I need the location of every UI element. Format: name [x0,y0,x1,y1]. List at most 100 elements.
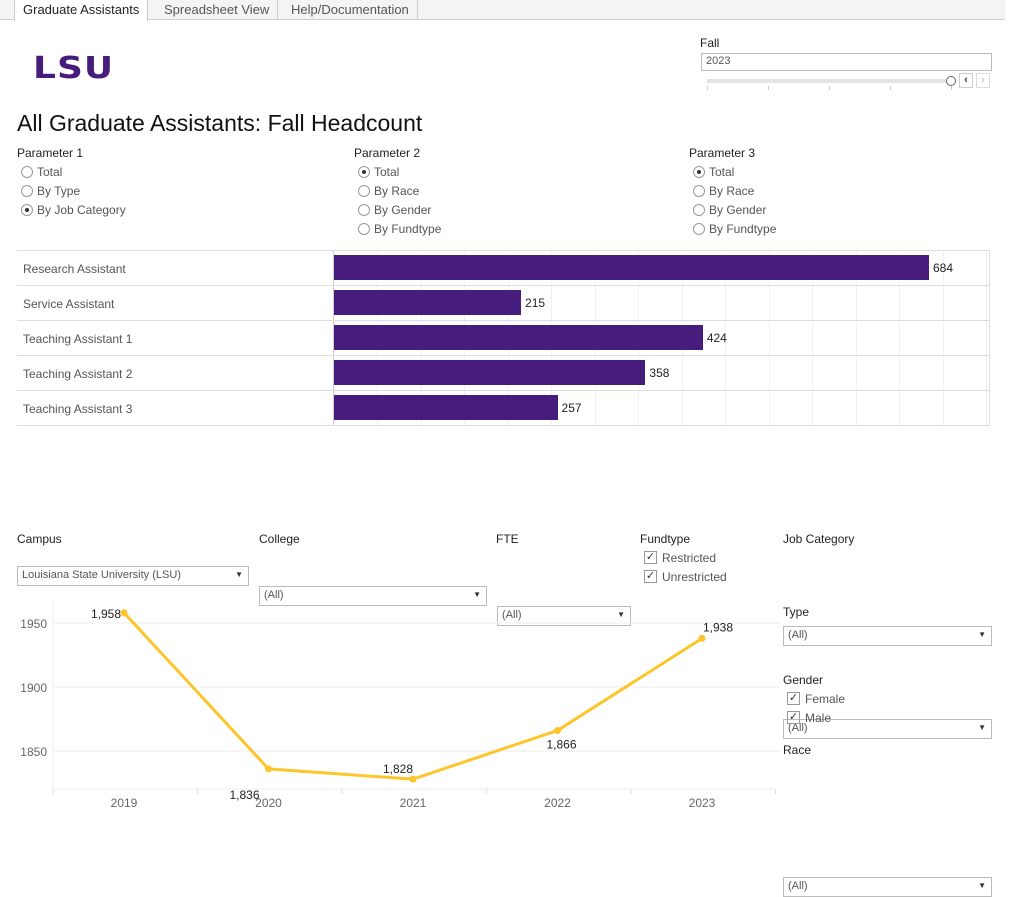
checkbox-label: Male [805,710,832,725]
fundtype-restricted-checkbox[interactable]: ✓ Restricted [644,548,727,567]
page-title: All Graduate Assistants: Fall Headcount [17,110,423,136]
radio-label: By Gender [709,202,767,217]
bar[interactable] [334,255,929,280]
radio-label: By Gender [374,202,432,217]
parameter-1-option[interactable]: Total [21,162,126,181]
dropdown-arrow-icon: ▼ [978,630,986,639]
x-tick-label: 2020 [255,796,282,810]
y-tick-label: 1950 [20,617,47,631]
gender-female-checkbox[interactable]: ✓ Female [787,689,845,708]
parameter-2-option[interactable]: By Race [358,181,441,200]
type-dropdown[interactable]: (All) ▼ [783,719,992,739]
radio-icon [358,165,370,178]
parameter-1-option[interactable]: By Job Category [21,200,126,219]
bar[interactable] [334,325,703,350]
radio-label: By Fundtype [709,221,777,236]
checkbox-label: Female [805,691,846,706]
dropdown-arrow-icon: ▼ [235,570,243,579]
fundtype-label: Fundtype [640,532,691,546]
point-data-label: 1,828 [383,762,413,776]
tab-help-documentation[interactable]: Help/Documentation [283,0,418,20]
radio-icon [693,222,705,235]
next-chevron-icon[interactable]: › [976,73,990,88]
grid-line [855,250,857,425]
tab-spreadsheet-view[interactable]: Spreadsheet View [156,0,279,20]
campus-value: Louisiana State University (LSU) [22,569,181,581]
bar-row[interactable]: Teaching Assistant 3 [17,390,989,425]
checkmark-icon: ✓ [787,692,800,705]
parameter-3-option[interactable]: By Fundtype [693,219,776,238]
y-tick-label: 1850 [20,745,47,759]
fall-slider-ticks [707,86,952,90]
point-data-label: 1,938 [703,620,733,634]
bar[interactable] [334,290,522,315]
bar[interactable] [334,360,646,385]
x-tick-label: 2021 [400,796,427,810]
bar-category-label: Teaching Assistant 2 [23,367,133,381]
radio-label: Total [709,164,735,179]
bar-category-label: Teaching Assistant 1 [23,332,133,346]
data-point[interactable] [554,727,561,735]
data-point[interactable] [120,609,128,617]
tab-graduate-assistants[interactable]: Graduate Assistants [14,0,149,21]
gender-male-checkbox[interactable]: ✓ Male [787,708,845,727]
parameter-2-option[interactable]: By Fundtype [358,219,441,238]
college-value: (All) [264,589,284,601]
fall-slider-track[interactable] [707,79,951,83]
bar-row[interactable]: Teaching Assistant 2 [17,355,989,390]
fall-slider-handle[interactable] [946,76,956,86]
fte-label: FTE [496,532,519,546]
point-data-label: 1,866 [546,738,576,752]
parameter-1-label: Parameter 1 [17,146,84,160]
grid-line [768,250,770,425]
race-value: (All) [788,880,808,892]
fall-year-input[interactable]: 2023 [701,53,992,71]
data-point[interactable] [409,775,417,783]
parameter-3-option[interactable]: Total [693,162,776,181]
x-tick-label: 2023 [689,796,716,810]
checkmark-icon: ✓ [787,711,800,724]
fte-dropdown[interactable]: (All) ▼ [497,606,631,626]
point-data-label: 1,958 [91,607,121,621]
data-point[interactable] [698,634,706,642]
grid-line [986,250,988,425]
radio-icon [693,184,705,197]
race-dropdown[interactable]: (All) ▼ [783,877,992,897]
radio-label: By Fundtype [374,221,442,236]
radio-icon [21,165,33,178]
campus-dropdown[interactable]: Louisiana State University (LSU) ▼ [17,566,249,586]
radio-icon [693,165,705,178]
radio-label: By Race [374,183,420,198]
x-tick-label: 2019 [111,796,138,810]
fundtype-unrestricted-checkbox[interactable]: ✓ Unrestricted [644,567,727,586]
parameter-1-option[interactable]: By Type [21,181,126,200]
job-category-dropdown[interactable]: (All) ▼ [783,626,992,646]
parameter-3-label: Parameter 3 [689,146,756,160]
checkbox-label: Restricted [662,550,717,565]
grid-line [899,250,901,425]
radio-label: Total [37,164,63,179]
parameter-2-option[interactable]: Total [358,162,441,181]
bar[interactable] [334,395,558,420]
job-category-label: Job Category [783,532,855,546]
radio-icon [358,203,370,216]
bar-category-label: Research Assistant [23,262,126,276]
college-dropdown[interactable]: (All) ▼ [259,586,487,606]
parameter-3-option[interactable]: By Gender [693,200,776,219]
data-point[interactable] [265,765,272,773]
bar-data-label: 215 [525,296,546,310]
race-label: Race [783,743,812,757]
bar-row[interactable]: Service Assistant [17,285,989,320]
radio-icon [21,184,33,197]
bar-row[interactable]: Teaching Assistant 1 [17,320,989,355]
dropdown-arrow-icon: ▼ [978,723,986,732]
grid-line [942,250,944,425]
parameter-3-option[interactable]: By Race [693,181,776,200]
bar-row[interactable]: Research Assistant [17,250,989,285]
previous-chevron-icon[interactable]: ‹ [959,73,973,88]
checkmark-icon: ✓ [644,551,657,564]
parameter-2-option[interactable]: By Gender [358,200,441,219]
radio-label: Total [374,164,400,179]
campus-label: Campus [17,532,62,546]
